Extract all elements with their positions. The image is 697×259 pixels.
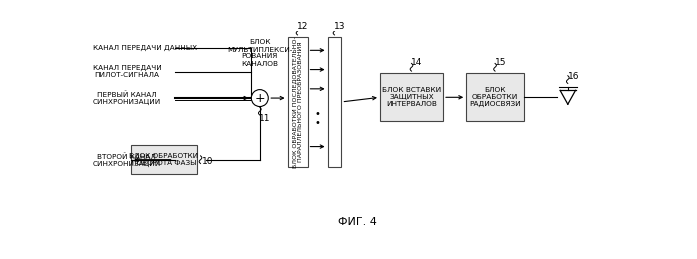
Text: 16: 16 bbox=[568, 72, 580, 81]
Text: 11: 11 bbox=[259, 114, 270, 123]
Text: 14: 14 bbox=[411, 58, 422, 67]
Text: •: • bbox=[314, 118, 321, 128]
Bar bbox=[131, 145, 197, 174]
Text: БЛОК ОБРАБОТКИ
ПОВОРОТА ФАЗЫ: БЛОК ОБРАБОТКИ ПОВОРОТА ФАЗЫ bbox=[130, 153, 199, 166]
Text: 13: 13 bbox=[334, 22, 346, 31]
Text: ФИГ. 4: ФИГ. 4 bbox=[338, 217, 376, 227]
Text: 10: 10 bbox=[201, 157, 213, 166]
Text: ПЕРВЫЙ КАНАЛ
СИНХРОНИЗАЦИИ: ПЕРВЫЙ КАНАЛ СИНХРОНИЗАЦИИ bbox=[93, 91, 161, 105]
Text: БЛОК ОБРАБОТКИ ПОСЛЕДОВАТЕЛЬНО-
ПАРАЛЛЕЛЬНОГО ПРЕОБРАЗОВАНИЯ: БЛОК ОБРАБОТКИ ПОСЛЕДОВАТЕЛЬНО- ПАРАЛЛЕЛ… bbox=[292, 36, 303, 168]
Text: 15: 15 bbox=[495, 58, 506, 67]
Text: ВТОРОЙ КАНАЛ
СИНХРОНИЗАЦИИ: ВТОРОЙ КАНАЛ СИНХРОНИЗАЦИИ bbox=[93, 154, 161, 167]
Text: БЛОК
ОБРАБОТКИ
РАДИОСВЯЗИ: БЛОК ОБРАБОТКИ РАДИОСВЯЗИ bbox=[469, 87, 521, 107]
Bar bbox=[380, 74, 443, 121]
Text: 12: 12 bbox=[297, 22, 309, 31]
Text: БЛОК
МУЛЬТИПЛЕКСИ-
РОВАНИЯ
КАНАЛОВ: БЛОК МУЛЬТИПЛЕКСИ- РОВАНИЯ КАНАЛОВ bbox=[227, 40, 293, 67]
Bar bbox=[288, 37, 307, 167]
Bar bbox=[328, 37, 342, 167]
Text: КАНАЛ ПЕРЕДАЧИ
ПИЛОТ-СИГНАЛА: КАНАЛ ПЕРЕДАЧИ ПИЛОТ-СИГНАЛА bbox=[93, 65, 162, 78]
Bar bbox=[466, 74, 524, 121]
Text: КАНАЛ ПЕРЕДАЧИ ДАННЫХ: КАНАЛ ПЕРЕДАЧИ ДАННЫХ bbox=[93, 45, 197, 51]
Circle shape bbox=[252, 90, 268, 106]
Text: •: • bbox=[314, 109, 321, 119]
Text: БЛОК ВСТАВКИ
ЗАЩИТНЫХ
ИНТЕРВАЛОВ: БЛОК ВСТАВКИ ЗАЩИТНЫХ ИНТЕРВАЛОВ bbox=[382, 87, 441, 107]
Text: +: + bbox=[254, 92, 265, 105]
